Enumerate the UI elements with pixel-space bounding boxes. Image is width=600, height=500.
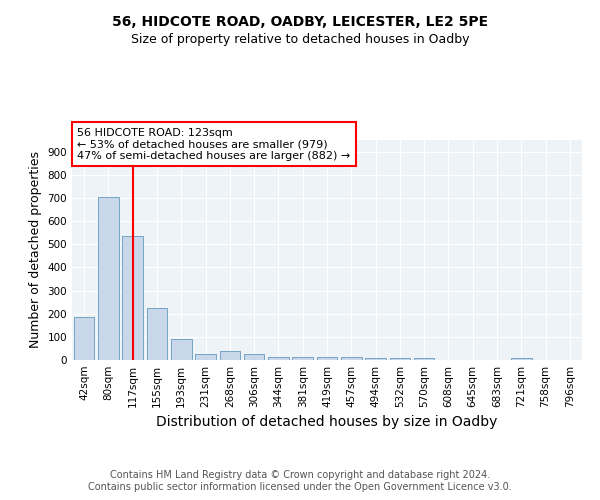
Bar xyxy=(414,358,434,360)
Bar xyxy=(122,236,143,360)
Bar xyxy=(74,317,94,360)
Y-axis label: Number of detached properties: Number of detached properties xyxy=(29,152,42,348)
Bar xyxy=(341,357,362,360)
Bar xyxy=(244,354,265,360)
Bar xyxy=(171,339,191,360)
Bar xyxy=(98,196,119,360)
Bar xyxy=(365,358,386,360)
X-axis label: Distribution of detached houses by size in Oadby: Distribution of detached houses by size … xyxy=(157,416,497,430)
Text: 56 HIDCOTE ROAD: 123sqm
← 53% of detached houses are smaller (979)
47% of semi-d: 56 HIDCOTE ROAD: 123sqm ← 53% of detache… xyxy=(77,128,350,161)
Text: Size of property relative to detached houses in Oadby: Size of property relative to detached ho… xyxy=(131,32,469,46)
Bar xyxy=(292,357,313,360)
Bar xyxy=(195,354,216,360)
Bar xyxy=(317,357,337,360)
Bar xyxy=(511,358,532,360)
Text: Contains HM Land Registry data © Crown copyright and database right 2024.: Contains HM Land Registry data © Crown c… xyxy=(110,470,490,480)
Text: 56, HIDCOTE ROAD, OADBY, LEICESTER, LE2 5PE: 56, HIDCOTE ROAD, OADBY, LEICESTER, LE2 … xyxy=(112,15,488,29)
Bar xyxy=(389,358,410,360)
Bar xyxy=(220,351,240,360)
Text: Contains public sector information licensed under the Open Government Licence v3: Contains public sector information licen… xyxy=(88,482,512,492)
Bar xyxy=(268,357,289,360)
Bar xyxy=(146,308,167,360)
